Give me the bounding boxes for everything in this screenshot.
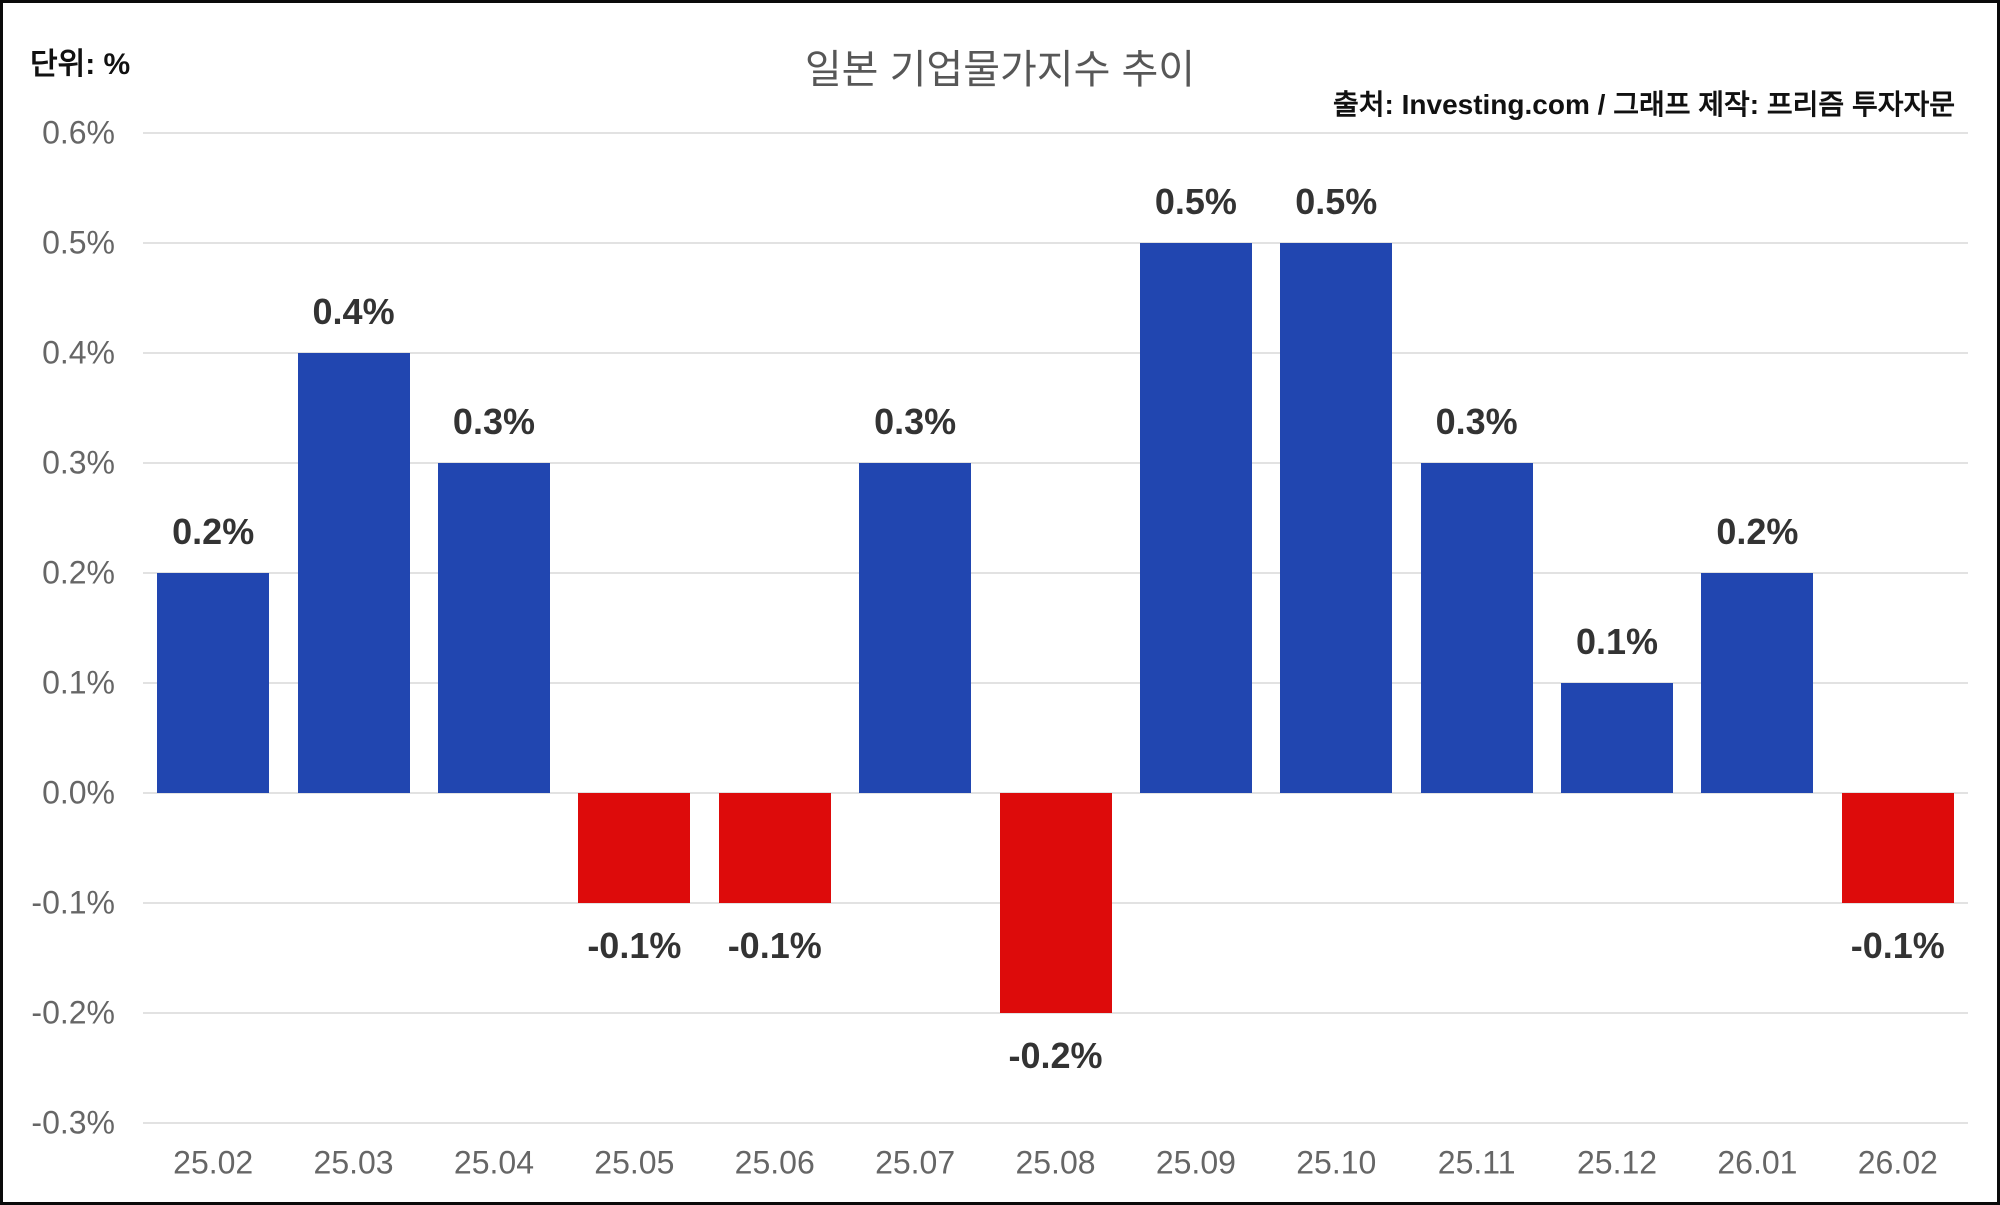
gridline--0.2% bbox=[143, 1012, 1968, 1014]
x-axis-label: 25.02 bbox=[173, 1144, 254, 1181]
bar-value-label: 0.5% bbox=[1295, 181, 1378, 222]
bar-value-label: -0.1% bbox=[1850, 925, 1945, 966]
y-axis-tick-label: -0.1% bbox=[31, 884, 115, 921]
bar-value-label: 0.2% bbox=[172, 511, 255, 552]
y-axis-tick-label: 0.2% bbox=[42, 554, 115, 591]
bar-25.03 bbox=[297, 353, 410, 793]
source-credit: 출처: Investing.com / 그래프 제작: 프리즘 투자자문 bbox=[1332, 89, 1955, 120]
bar-value-label: 0.2% bbox=[1716, 511, 1799, 552]
x-axis-label: 25.06 bbox=[734, 1144, 815, 1181]
chart-title: 일본 기업물가지수 추이 bbox=[804, 48, 1196, 92]
gridline-0.4% bbox=[143, 352, 1968, 354]
bar-25.05 bbox=[578, 793, 691, 903]
bar-value-label: 0.3% bbox=[874, 401, 957, 442]
bar-26.02 bbox=[1841, 793, 1954, 903]
gridline-0.6% bbox=[143, 132, 1968, 134]
x-axis-label: 25.09 bbox=[1155, 1144, 1236, 1181]
x-axis-label: 25.03 bbox=[313, 1144, 394, 1181]
y-axis-tick-label: 0.3% bbox=[42, 444, 115, 481]
y-axis-tick-label: 0.4% bbox=[42, 334, 115, 371]
bar-25.04 bbox=[437, 463, 550, 793]
bar-25.10 bbox=[1280, 243, 1393, 793]
gridline-0.5% bbox=[143, 242, 1968, 244]
gridline-0.1% bbox=[143, 682, 1968, 684]
bar-25.09 bbox=[1139, 243, 1252, 793]
y-axis-tick-label: 0.0% bbox=[42, 774, 115, 811]
y-axis-tick-label: 0.6% bbox=[42, 114, 115, 151]
x-axis-label: 26.02 bbox=[1857, 1144, 1938, 1181]
x-axis-label: 25.04 bbox=[453, 1144, 534, 1181]
y-axis-tick-label: 0.1% bbox=[42, 664, 115, 701]
y-axis-tick-label: -0.2% bbox=[31, 994, 115, 1031]
bar-25.12 bbox=[1561, 683, 1674, 793]
gridline-0.3% bbox=[143, 462, 1968, 464]
bar-value-label: 0.4% bbox=[312, 291, 395, 332]
bar-value-label: -0.1% bbox=[727, 925, 822, 966]
unit-label: 단위: % bbox=[30, 48, 131, 81]
y-axis-tick-label: 0.5% bbox=[42, 224, 115, 261]
bar-value-label: 0.3% bbox=[1435, 401, 1518, 442]
x-axis-label: 25.12 bbox=[1576, 1144, 1658, 1181]
x-axis-label: 25.10 bbox=[1296, 1144, 1377, 1181]
bar-25.07 bbox=[859, 463, 972, 793]
x-axis-label: 25.08 bbox=[1015, 1144, 1096, 1181]
gridline-0.2% bbox=[143, 572, 1968, 574]
bar-25.11 bbox=[1420, 463, 1533, 793]
gridline--0.3% bbox=[143, 1122, 1968, 1124]
bar-25.08 bbox=[999, 793, 1112, 1013]
bar-25.06 bbox=[718, 793, 831, 903]
bar-value-label: 0.1% bbox=[1576, 621, 1659, 662]
bar-value-label: 0.5% bbox=[1154, 181, 1237, 222]
bar-25.02 bbox=[157, 573, 270, 793]
x-axis-label: 25.05 bbox=[594, 1144, 675, 1181]
x-axis-label: 26.01 bbox=[1717, 1144, 1798, 1181]
bar-value-label: 0.3% bbox=[452, 401, 535, 442]
bar-value-label: -0.2% bbox=[1008, 1035, 1103, 1076]
x-axis-label: 25.11 bbox=[1437, 1144, 1516, 1181]
bar-value-label: -0.1% bbox=[587, 925, 682, 966]
x-axis-label: 25.07 bbox=[875, 1144, 956, 1181]
y-axis-tick-label: -0.3% bbox=[31, 1104, 115, 1141]
bar-26.01 bbox=[1701, 573, 1814, 793]
